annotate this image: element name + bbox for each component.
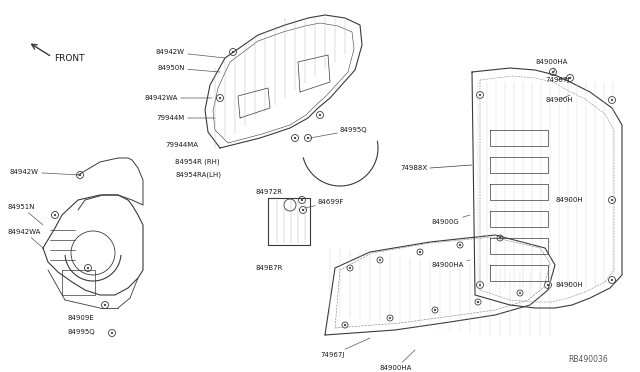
Text: 84900G: 84900G [432,215,470,225]
Text: 84995Q: 84995Q [310,127,367,138]
Text: RB490036: RB490036 [568,356,608,365]
Text: 84942WA: 84942WA [145,95,212,101]
Text: 84954RA(LH): 84954RA(LH) [175,172,221,178]
Circle shape [499,237,501,239]
Text: 74988X: 74988X [401,165,428,171]
Text: 84900H: 84900H [545,95,573,103]
Text: 84942W: 84942W [10,169,80,175]
Circle shape [87,267,89,269]
Circle shape [349,267,351,269]
Circle shape [111,332,113,334]
Circle shape [219,97,221,99]
Circle shape [479,284,481,286]
Text: 84972R: 84972R [255,189,282,195]
Text: 84995Q: 84995Q [68,329,95,335]
Circle shape [302,209,304,211]
Circle shape [547,284,548,286]
Text: 84950N: 84950N [157,65,220,72]
Text: 79944MA: 79944MA [165,142,198,148]
Circle shape [519,292,521,294]
Circle shape [379,259,381,261]
Text: 84900H: 84900H [555,197,582,203]
Text: 84900HA: 84900HA [380,350,415,371]
Circle shape [477,301,479,303]
Circle shape [479,94,481,96]
Circle shape [54,214,56,216]
Circle shape [104,304,106,306]
Circle shape [79,174,81,176]
Circle shape [319,114,321,116]
Circle shape [552,71,554,73]
Text: 84951N: 84951N [8,204,43,225]
Text: 74967J: 74967J [545,77,570,83]
Circle shape [232,51,234,53]
Text: 79944M: 79944M [157,115,215,121]
Text: 84900HA: 84900HA [535,59,568,72]
Text: 84900HA: 84900HA [432,260,470,268]
Text: 84900H: 84900H [555,282,582,288]
Text: 74967J: 74967J [320,338,370,358]
Circle shape [344,324,346,326]
Circle shape [419,251,421,253]
Circle shape [460,244,461,246]
Text: 84942WA: 84942WA [8,229,43,248]
Circle shape [294,137,296,139]
Circle shape [434,309,436,311]
Text: 849B7R: 849B7R [255,265,282,271]
Circle shape [611,279,613,281]
Circle shape [307,137,309,139]
Circle shape [389,317,391,319]
Circle shape [569,77,571,79]
Text: 84942W: 84942W [156,49,225,58]
Text: 84699F: 84699F [305,199,344,208]
Text: 84954R (RH): 84954R (RH) [175,159,220,165]
Text: FRONT: FRONT [54,54,84,62]
Circle shape [611,199,613,201]
Circle shape [611,99,613,101]
Circle shape [301,199,303,201]
Text: 84909E: 84909E [68,315,95,321]
